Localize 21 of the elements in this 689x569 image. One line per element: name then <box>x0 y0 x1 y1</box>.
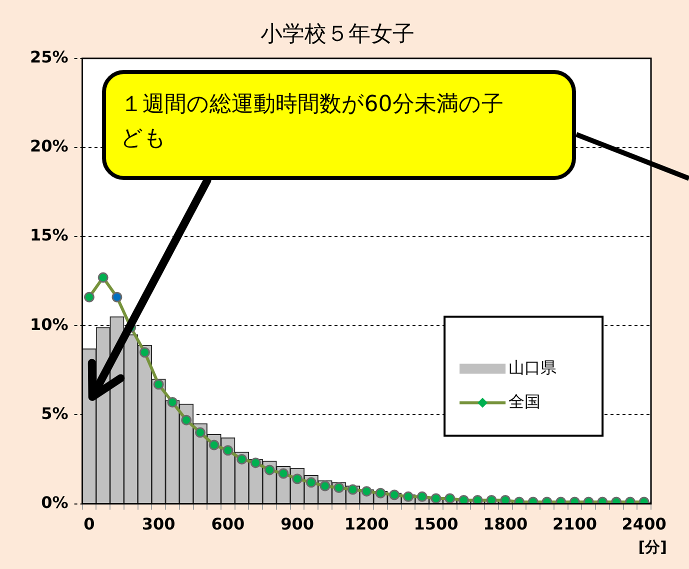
annotation: １週間の総運動時間数が60分未満の子ども <box>120 92 504 152</box>
x-tick-label: 600 <box>211 514 245 534</box>
legend-label: 全国 <box>508 392 541 411</box>
y-tick-label: 10% <box>30 314 68 334</box>
x-tick-label: 300 <box>142 514 176 534</box>
y-tick-label: 5% <box>41 404 68 423</box>
chart-title: 小学校５年女子 <box>260 22 414 47</box>
y-tick-label: 0% <box>41 492 68 512</box>
x-tick-label: 900 <box>280 514 314 534</box>
legend-label: 山口県 <box>508 358 557 377</box>
y-tick-label: 20% <box>30 136 68 156</box>
x-tick-label: 1500 <box>414 514 458 534</box>
y-tick-label: 15% <box>30 226 68 245</box>
x-tick-label: 0 <box>84 514 95 534</box>
x-tick-label: 1800 <box>483 514 528 534</box>
x-tick-label: 2400 <box>622 514 666 534</box>
x-tick-label: 1200 <box>344 514 389 534</box>
y-tick-label: 25% <box>30 48 68 67</box>
x-axis-title: [分] <box>638 538 667 556</box>
speech-bubble: １週間の総運動時間数が60分未満の子ども <box>102 70 576 180</box>
x-tick-label: 2100 <box>552 514 597 534</box>
